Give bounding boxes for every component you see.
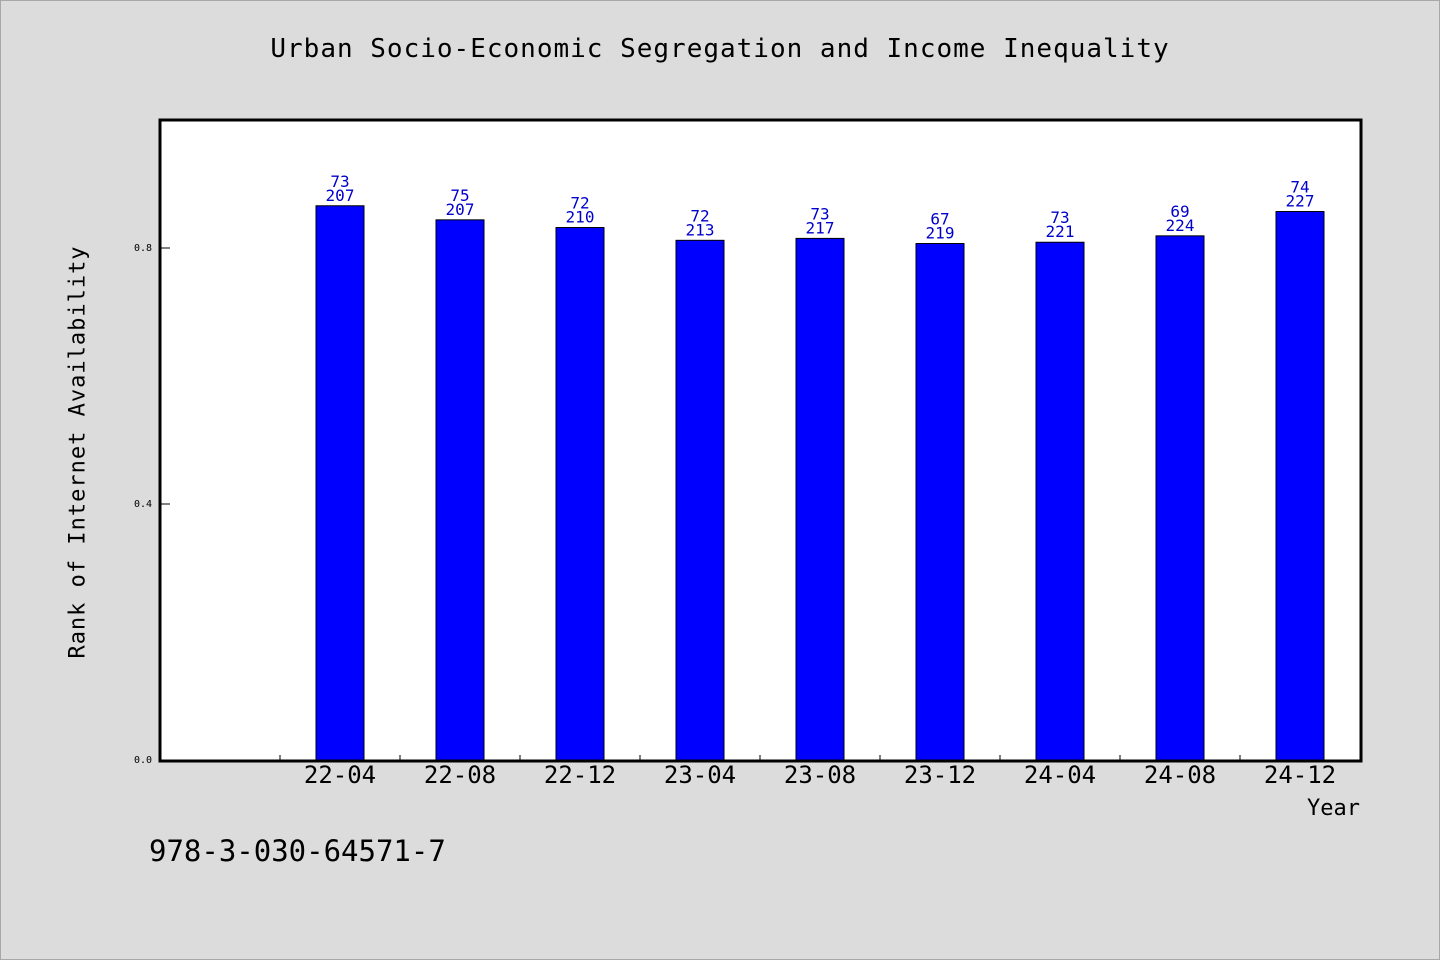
y-tick-label: 0.0: [134, 755, 152, 766]
bar-label-top: 73: [810, 204, 829, 223]
bar: [1035, 241, 1085, 761]
bar-label-top: 73: [1050, 208, 1069, 227]
y-tick-label: 0.8: [134, 243, 152, 254]
bars-group: [315, 205, 1325, 761]
y-axis-label: Rank of Internet Availability: [65, 245, 91, 659]
bar: [1275, 211, 1325, 761]
x-tick-label: 24-04: [1024, 761, 1096, 789]
x-tick-label: 22-08: [424, 761, 496, 789]
bar-label-top: 67: [930, 210, 949, 229]
bar-label-bottom: 224: [1166, 216, 1195, 235]
bar-label-bottom: 210: [566, 208, 595, 227]
bar-label-bottom: 221: [1046, 222, 1075, 241]
bar-label-bottom: 213: [686, 220, 715, 239]
bar: [675, 239, 725, 761]
bar: [915, 243, 965, 761]
x-tick-label: 24-12: [1264, 761, 1336, 789]
x-axis-label: Year: [1307, 796, 1360, 821]
bar-label-top: 74: [1290, 178, 1309, 197]
bar-label-bottom: 207: [446, 200, 475, 219]
bar-label-bottom: 207: [326, 186, 355, 205]
x-tick-label: 22-12: [544, 761, 616, 789]
bar: [795, 237, 845, 761]
x-tick-label: 23-08: [784, 761, 856, 789]
x-tick-label: 24-08: [1144, 761, 1216, 789]
bar-label-top: 75: [450, 186, 469, 205]
x-tick-label: 23-04: [664, 761, 736, 789]
y-ticks-group: 0.0 0.4 0.8: [134, 243, 170, 766]
x-tick-label: 22-04: [304, 761, 376, 789]
isbn-text: 978-3-030-64571-7: [149, 834, 446, 868]
y-tick-label: 0.4: [134, 499, 152, 510]
bar-label-top: 69: [1170, 202, 1189, 221]
bar-label-top: 73: [330, 172, 349, 191]
x-tick-label: 23-12: [904, 761, 976, 789]
bar: [555, 227, 605, 761]
bar-label-top: 72: [570, 194, 589, 213]
bar: [435, 219, 485, 761]
bar-label-top: 72: [690, 206, 709, 225]
bar-label-bottom: 217: [806, 218, 835, 237]
bar: [1155, 235, 1205, 761]
chart-title: Urban Socio-Economic Segregation and Inc…: [270, 34, 1170, 64]
bar-label-bottom: 219: [926, 224, 955, 243]
x-ticks-group: 22-04 22-08 22-12 23-04 23-08 23-12 24-04 24-08…: [279, 755, 1361, 789]
bar: [315, 205, 365, 761]
bar-label-bottom: 227: [1286, 192, 1315, 211]
